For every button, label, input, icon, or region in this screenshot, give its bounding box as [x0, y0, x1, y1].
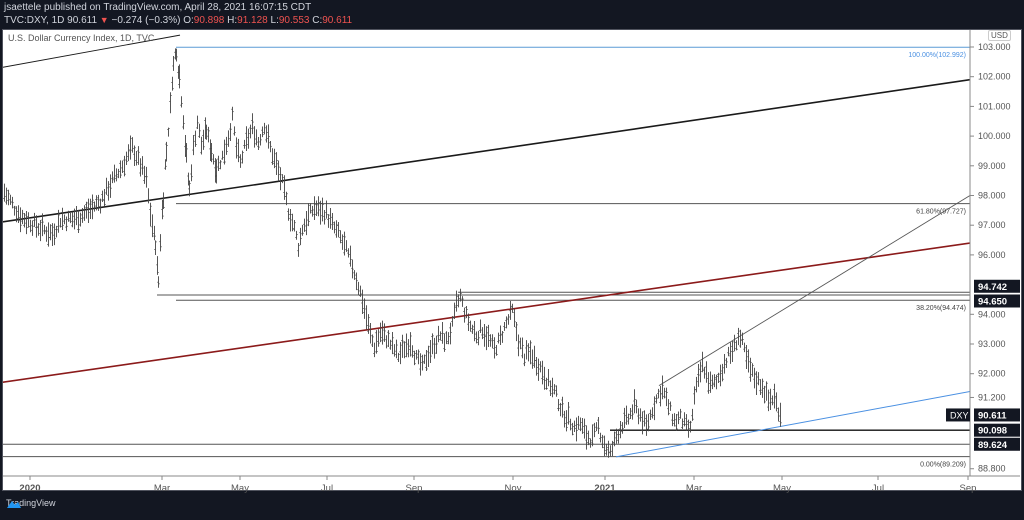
publisher-line: jsaettele published on TradingView.com, …	[4, 2, 312, 13]
high-label: H:	[227, 15, 238, 26]
fib-label: 0.00%(89.209)	[920, 462, 966, 469]
price-tick-label: 94.000	[978, 309, 1006, 319]
price-tick-label: 99.000	[978, 161, 1006, 171]
time-tick-label: Sep	[406, 483, 423, 494]
price-badge-text: 89.624	[978, 440, 1008, 451]
price-badge	[974, 279, 1020, 293]
down-triangle-icon: ▼	[99, 15, 109, 25]
price-tick-label: 102.000	[978, 72, 1011, 82]
time-tick-label: 2020	[19, 483, 40, 494]
open-value: 90.898	[193, 15, 225, 26]
ohlc-bars	[3, 48, 782, 458]
price-badge	[974, 408, 1020, 422]
price-tick-label: 97.000	[978, 220, 1006, 230]
tradingview-logo-icon	[7, 501, 21, 508]
price-tick-label: 98.000	[978, 191, 1006, 201]
price-tick-label: 100.000	[978, 131, 1011, 141]
series-title: U.S. Dollar Currency Index, 1D, TVC	[8, 33, 155, 43]
price-badge-text: 94.742	[978, 282, 1007, 293]
symbol-tag-text: DXY	[950, 410, 969, 420]
time-tick-label: Mar	[154, 483, 170, 494]
price-badge	[974, 437, 1020, 451]
price-badge	[974, 423, 1020, 437]
price-badge-text: 90.611	[978, 410, 1007, 421]
low-label: L:	[270, 15, 279, 26]
fib-label: 61.80%(97.727)	[916, 209, 966, 216]
blue-support-trendline[interactable]	[615, 391, 970, 458]
time-tick-label: Jul	[872, 483, 884, 494]
close-label: C:	[312, 15, 323, 26]
time-tick-label: Nov	[505, 483, 522, 494]
fib-label: 38.20%(94.474)	[916, 305, 966, 312]
price-tick-label: 101.000	[978, 101, 1011, 111]
price-tick-label: 88.800	[978, 464, 1006, 474]
price-badge-text: 90.098	[978, 426, 1007, 437]
fib-label: 100.00%(102.992)	[908, 52, 966, 59]
price-tick-label: 93.000	[978, 339, 1006, 349]
price-tick-label: 92.000	[978, 369, 1006, 379]
time-tick-label: 2021	[594, 483, 616, 494]
price-tick-label: 103.000	[978, 42, 1011, 52]
time-tick-label: May	[773, 483, 791, 494]
price-badge	[974, 294, 1020, 308]
symbol-quote-line: TVC:DXY, 1D 90.611 ▼ −0.274 (−0.3%) O:90…	[4, 14, 352, 27]
footer: TradingView	[6, 498, 56, 508]
plot-area	[0, 34, 970, 458]
symbol-tag	[946, 408, 970, 422]
currency-label[interactable]: USD	[988, 30, 1011, 41]
black-top-trendline[interactable]	[0, 34, 181, 68]
symbol: TVC:DXY, 1D	[4, 15, 65, 26]
price-tick-label: 91.200	[978, 392, 1006, 402]
time-tick-label: Jul	[321, 483, 333, 494]
gray-channel-trendline[interactable]	[658, 195, 970, 386]
chart-header: jsaettele published on TradingView.com, …	[4, 2, 352, 27]
last-price: 90.611	[67, 15, 98, 26]
red-long-trendline[interactable]	[0, 242, 970, 383]
price-badge-text: 94.650	[978, 296, 1007, 307]
time-tick-label: Mar	[686, 483, 702, 494]
price-tick-label: 96.000	[978, 250, 1006, 260]
high-value: 91.128	[237, 15, 268, 26]
time-tick-label: May	[231, 483, 249, 494]
low-value: 90.553	[278, 15, 310, 26]
open-label: O:	[183, 15, 194, 26]
time-tick-label: Sep	[960, 483, 977, 494]
price-change: −0.274 (−0.3%)	[111, 15, 181, 26]
close-value: 90.611	[322, 15, 353, 26]
brand-name[interactable]: TradingView	[6, 498, 56, 508]
black-long-trendline[interactable]	[0, 78, 970, 223]
